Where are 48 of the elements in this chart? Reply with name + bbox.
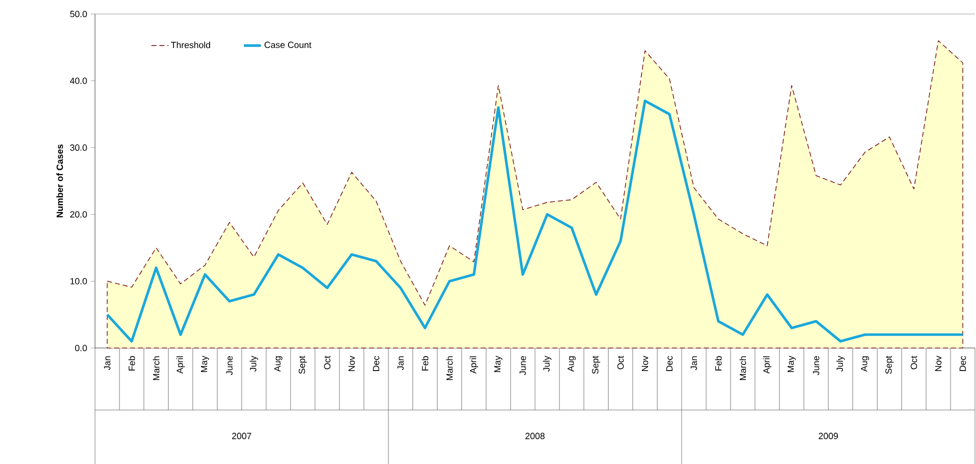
x-tick-label: Aug <box>860 356 870 372</box>
x-tick-label: June <box>520 356 526 375</box>
x-tick-label: Feb <box>422 356 428 370</box>
x-tick-label: Oct <box>324 356 330 370</box>
x-tick-label: Jan <box>690 356 698 370</box>
x-tick-label: May <box>200 356 210 372</box>
x-tick-label: March <box>446 356 453 380</box>
x-tick-label: Dec <box>372 356 380 371</box>
x-tick-label: Nov <box>935 356 942 371</box>
y-tick-label: 20.0 <box>70 211 87 218</box>
x-tick-label: May <box>494 356 502 372</box>
y-tick-label: 0.0 <box>75 344 87 352</box>
y-tick-label: 30.0 <box>70 144 87 151</box>
x-tick-label: Sept <box>592 356 600 374</box>
text: 2007 <box>232 432 252 440</box>
x-tick-label: Nov <box>642 356 648 371</box>
y-tick-label: 10.0 <box>70 278 87 284</box>
x-tick-label: Aug <box>568 356 576 372</box>
y-tick-label: 50.0 <box>70 10 87 18</box>
x-tick-label: April <box>470 356 478 374</box>
x-tick-label: April <box>763 356 772 374</box>
text: 2008 <box>525 432 545 440</box>
x-tick-label: Aug <box>274 356 282 372</box>
x-tick-label: Jan <box>397 356 404 370</box>
x-tick-label: Oct <box>910 356 918 370</box>
x-tick-label: Feb <box>128 356 135 370</box>
text: 2009 <box>818 432 838 440</box>
x-tick-label: June <box>812 356 820 375</box>
legend-label: Threshold <box>170 41 210 48</box>
x-tick-label: Dec <box>666 356 673 371</box>
x-tick-label: May <box>788 356 796 372</box>
x-tick-label: Feb <box>715 356 722 370</box>
x-tick-label: Jan <box>104 356 110 370</box>
x-tick-label: July <box>250 356 258 372</box>
x-tick-label: Nov <box>348 356 355 371</box>
x-tick-label: July <box>543 356 552 372</box>
y-axis-title: Number of Cases <box>56 144 63 218</box>
legend-label: Case Count <box>264 42 312 48</box>
x-tick-label: April <box>176 356 185 374</box>
x-tick-label: Oct <box>617 356 624 370</box>
x-tick-label: March <box>739 356 746 380</box>
x-tick-label: July <box>836 356 845 372</box>
x-tick-label: Sept <box>298 356 307 374</box>
x-tick-label: March <box>152 356 160 380</box>
x-tick-label: Dec <box>960 356 966 371</box>
x-tick-label: Sept <box>885 356 894 374</box>
x-tick-label: June <box>226 356 233 375</box>
y-tick-label: 40.0 <box>70 78 87 84</box>
